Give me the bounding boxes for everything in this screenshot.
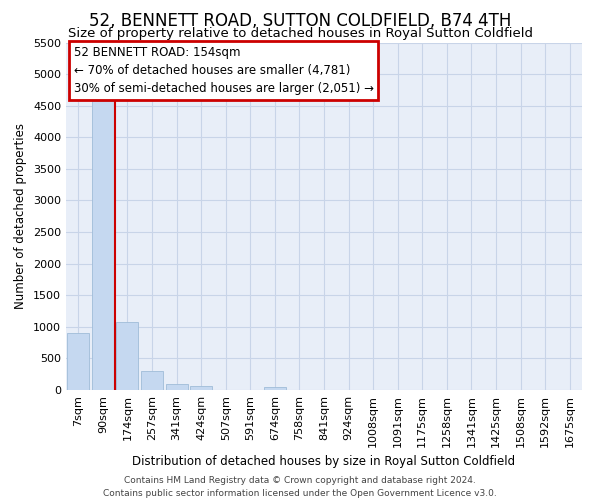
- Bar: [67, 333, 89, 390]
- Text: Contains HM Land Registry data © Crown copyright and database right 2024.
Contai: Contains HM Land Registry data © Crown c…: [103, 476, 497, 498]
- Text: 52, BENNETT ROAD, SUTTON COLDFIELD, B74 4TH: 52, BENNETT ROAD, SUTTON COLDFIELD, B74 …: [89, 12, 511, 30]
- X-axis label: Distribution of detached houses by size in Royal Sutton Coldfield: Distribution of detached houses by size …: [133, 455, 515, 468]
- Bar: [166, 384, 188, 390]
- Text: Size of property relative to detached houses in Royal Sutton Coldfield: Size of property relative to detached ho…: [67, 28, 533, 40]
- Bar: [264, 387, 286, 390]
- Bar: [141, 371, 163, 390]
- Bar: [116, 322, 139, 390]
- Bar: [190, 386, 212, 390]
- Text: 52 BENNETT ROAD: 154sqm
← 70% of detached houses are smaller (4,781)
30% of semi: 52 BENNETT ROAD: 154sqm ← 70% of detache…: [74, 46, 374, 95]
- Y-axis label: Number of detached properties: Number of detached properties: [14, 123, 28, 309]
- Bar: [92, 100, 114, 390]
